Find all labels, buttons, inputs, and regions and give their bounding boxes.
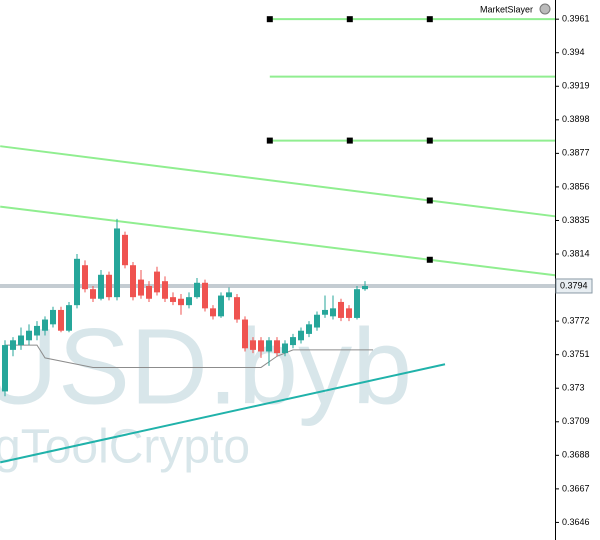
y-tick-label: 0.3856 [562, 181, 590, 191]
candle-body [90, 289, 96, 299]
candle-body [178, 298, 184, 306]
y-tick-label: 0.3667 [562, 483, 590, 493]
candle-body [210, 308, 216, 317]
trend-line [0, 205, 556, 277]
candle-body [18, 335, 24, 346]
price-label-box [555, 278, 593, 294]
candle-body [130, 265, 136, 298]
candle-body [266, 340, 272, 352]
y-tick-label: 0.373 [562, 383, 585, 393]
candle-body [66, 305, 72, 331]
y-tick-label: 0.3961 [562, 14, 590, 24]
candle-body [34, 325, 40, 336]
y-tick-label: 0.3835 [562, 215, 590, 225]
candle-body [42, 319, 48, 331]
candle-body [298, 330, 304, 341]
icon [539, 3, 551, 15]
candle-body [226, 292, 232, 298]
candle-body [58, 309, 64, 331]
y-tick-label: 0.3898 [562, 114, 590, 124]
candle-body [314, 314, 320, 328]
indicator-label: MarketSlayer [480, 4, 533, 14]
candle-body [218, 295, 224, 317]
candle-body [202, 282, 208, 309]
candle-body [82, 265, 88, 290]
candle-body [146, 285, 152, 299]
anchor-point [346, 137, 353, 144]
candle-body [258, 340, 264, 352]
y-tick-label: 0.3646 [562, 517, 590, 527]
candle-body [98, 274, 104, 299]
candle-body [194, 282, 200, 298]
candle-body [2, 345, 8, 392]
candle-body [106, 274, 112, 298]
candle-body [234, 297, 240, 320]
candle-body [26, 330, 32, 341]
candle-body [282, 343, 288, 354]
y-tick-label: 0.3709 [562, 416, 590, 426]
y-tick-label: 0.3751 [562, 349, 590, 359]
anchor-point [266, 137, 273, 144]
y-tick-label: 0.3772 [562, 315, 590, 325]
candle-body [50, 309, 56, 325]
candle-body [122, 234, 128, 266]
watermark: gToolCrypto [0, 421, 250, 474]
candle-body [346, 308, 352, 318]
anchor-point [426, 16, 433, 23]
candle-body [362, 285, 368, 290]
candle-body [10, 340, 16, 350]
anchor-point [426, 197, 433, 204]
candle-body [290, 337, 296, 346]
candle-body [74, 258, 80, 306]
candle-body [250, 340, 256, 350]
y-tick-label: 0.394 [562, 47, 585, 57]
anchor-point [346, 16, 353, 23]
trend-line [0, 145, 556, 218]
anchor-point [426, 137, 433, 144]
candle-body [322, 309, 328, 315]
candle-body [154, 271, 160, 293]
anchor-point [266, 16, 273, 23]
indicator-line [5, 344, 373, 368]
candle-body [186, 297, 192, 306]
candle-body [114, 228, 120, 298]
y-tick-label: 0.3919 [562, 81, 590, 91]
y-tick-label: 0.3877 [562, 148, 590, 158]
candle-body [306, 324, 312, 334]
candle-body [242, 319, 248, 349]
y-tick-label: 0.3814 [562, 248, 590, 258]
candle-body [170, 297, 176, 302]
candle-body [338, 301, 344, 318]
price-label: 0.3794 [560, 280, 588, 290]
anchor-point [426, 256, 433, 263]
candle-body [354, 289, 360, 318]
candle-body [138, 279, 144, 296]
candle-body [330, 308, 336, 317]
y-tick-label: 0.3688 [562, 450, 590, 460]
candle-body [162, 281, 168, 299]
trend-line [0, 363, 446, 464]
candle-body [274, 340, 280, 354]
